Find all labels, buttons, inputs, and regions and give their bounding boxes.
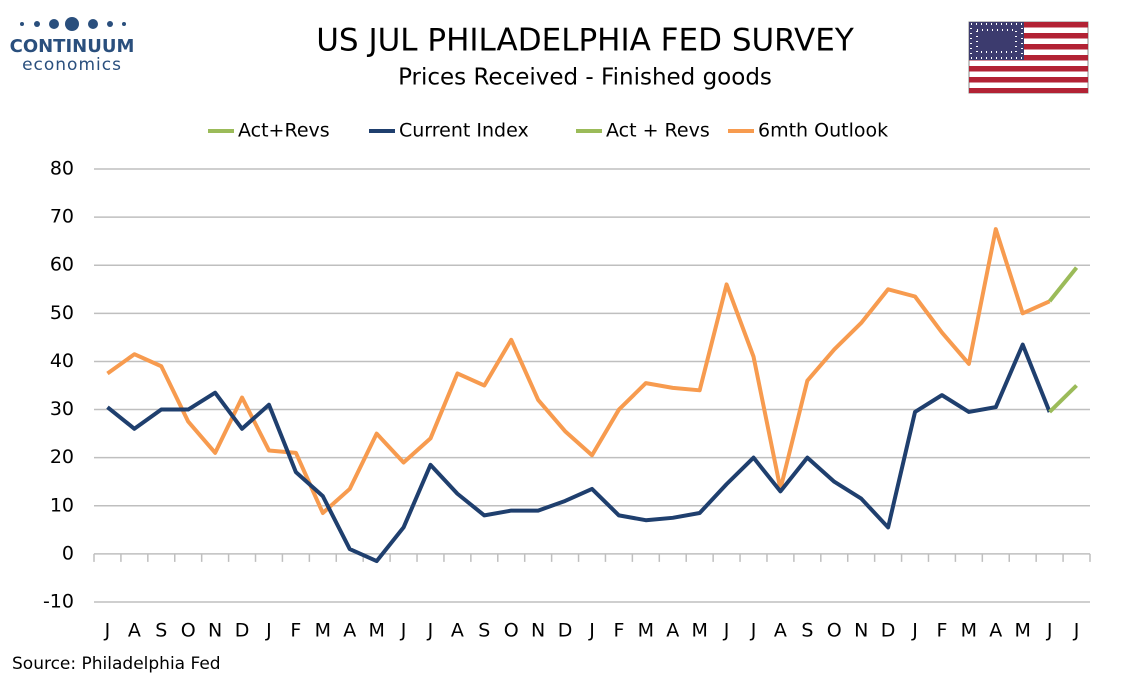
x-tick-label: A [774,620,787,642]
x-tick-label: A [989,620,1002,642]
x-tick-label: J [750,620,757,642]
legend-label: Act+Revs [238,120,330,142]
x-tick-label: N [531,620,545,642]
legend-label: Current Index [399,120,529,142]
x-tick-label: O [181,620,196,642]
series-line [106,227,1051,515]
logo-name: CONTINUUM [10,36,135,57]
x-tick-label: M [638,620,654,642]
legend-label: 6mth Outlook [758,120,888,142]
series-line [1048,266,1079,303]
x-tick-label: A [128,620,141,642]
x-tick-label: S [801,620,813,642]
x-tick-label: F [936,620,947,642]
x-tick-label: M [1014,620,1030,642]
x-tick-label: D [558,620,573,642]
legend-label: Act + Revs [606,120,710,142]
x-tick-label: S [478,620,490,642]
series-line [1048,384,1078,414]
x-tick-label: J [427,620,434,642]
y-tick-label: 70 [50,206,74,228]
y-tick-label: 30 [50,398,74,420]
x-tick-label: A [343,620,356,642]
x-tick-label: J [104,620,111,642]
x-tick-label: S [155,620,167,642]
logo-tagline: economics [22,55,122,75]
x-tick-label: J [265,620,272,642]
x-tick-label: J [1046,620,1053,642]
y-tick-label: 40 [50,350,74,372]
y-tick-label: 80 [50,158,74,180]
x-tick-label: J [911,620,918,642]
x-tick-label: J [1073,620,1080,642]
x-tick-label: M [961,620,977,642]
x-tick-label: F [290,620,301,642]
y-tick-label: 10 [50,494,74,516]
flag [968,21,1089,94]
x-tick-label: J [400,620,407,642]
x-tick-label: O [504,620,519,642]
source: Source: Philadelphia Fed [12,654,221,674]
y-tick-label: 60 [50,254,74,276]
y-tick-label: 0 [62,542,74,564]
x-tick-label: D [881,620,896,642]
y-tick-label: 20 [50,446,74,468]
x-tick-label: J [723,620,730,642]
chart-title: US JUL PHILADELPHIA FED SURVEY [316,23,854,59]
x-tick-label: A [666,620,679,642]
y-tick-label: 50 [50,302,74,324]
chart-subtitle: Prices Received - Finished goods [398,65,772,91]
x-tick-label: O [827,620,842,642]
x-tick-label: J [588,620,595,642]
series-line [106,342,1052,564]
x-tick-label: D [235,620,250,642]
x-tick-label: M [315,620,331,642]
x-tick-label: M [368,620,384,642]
y-tick-label: -10 [43,591,74,613]
x-tick-label: N [854,620,868,642]
x-tick-label: A [451,620,464,642]
x-tick-label: F [613,620,624,642]
x-tick-label: M [691,620,707,642]
logo-dots [20,17,126,31]
x-tick-label: N [208,620,222,642]
